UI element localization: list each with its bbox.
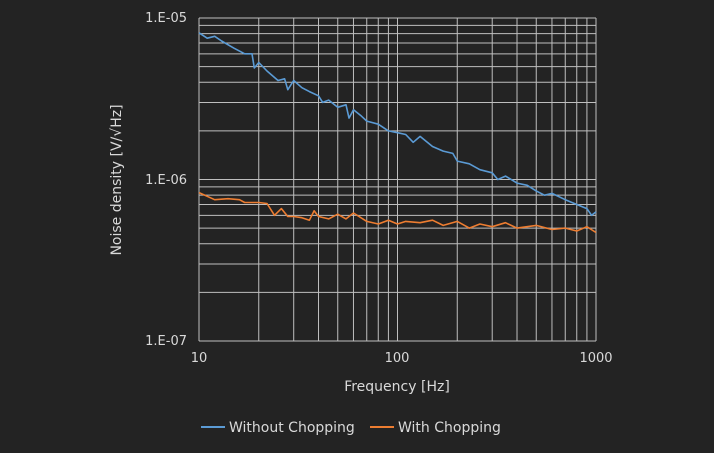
y-tick-label: 1.E-07: [145, 334, 187, 349]
x-tick-label: 1000: [579, 351, 612, 366]
y-tick-labels: 1.E-07 1.E-06 1.E-05: [145, 11, 187, 349]
y-axis-label: Noise density [V/√Hz]: [109, 104, 125, 255]
legend: Without Chopping With Chopping: [201, 420, 501, 436]
legend-label-with-chopping: With Chopping: [398, 420, 501, 436]
grid: [198, 17, 597, 342]
x-tick-label: 100: [385, 351, 410, 366]
series-group: [198, 32, 597, 234]
x-axis-label: Frequency [Hz]: [344, 379, 450, 395]
y-tick-label: 1.E-05: [145, 11, 187, 26]
legend-label-without-chopping: Without Chopping: [229, 420, 355, 436]
y-tick-label: 1.E-06: [145, 173, 187, 188]
series-line-with-chopping: [198, 191, 597, 234]
series-line-without-chopping: [198, 32, 597, 217]
x-tick-label: 10: [191, 351, 208, 366]
x-tick-labels: 10 100 1000: [191, 351, 613, 366]
